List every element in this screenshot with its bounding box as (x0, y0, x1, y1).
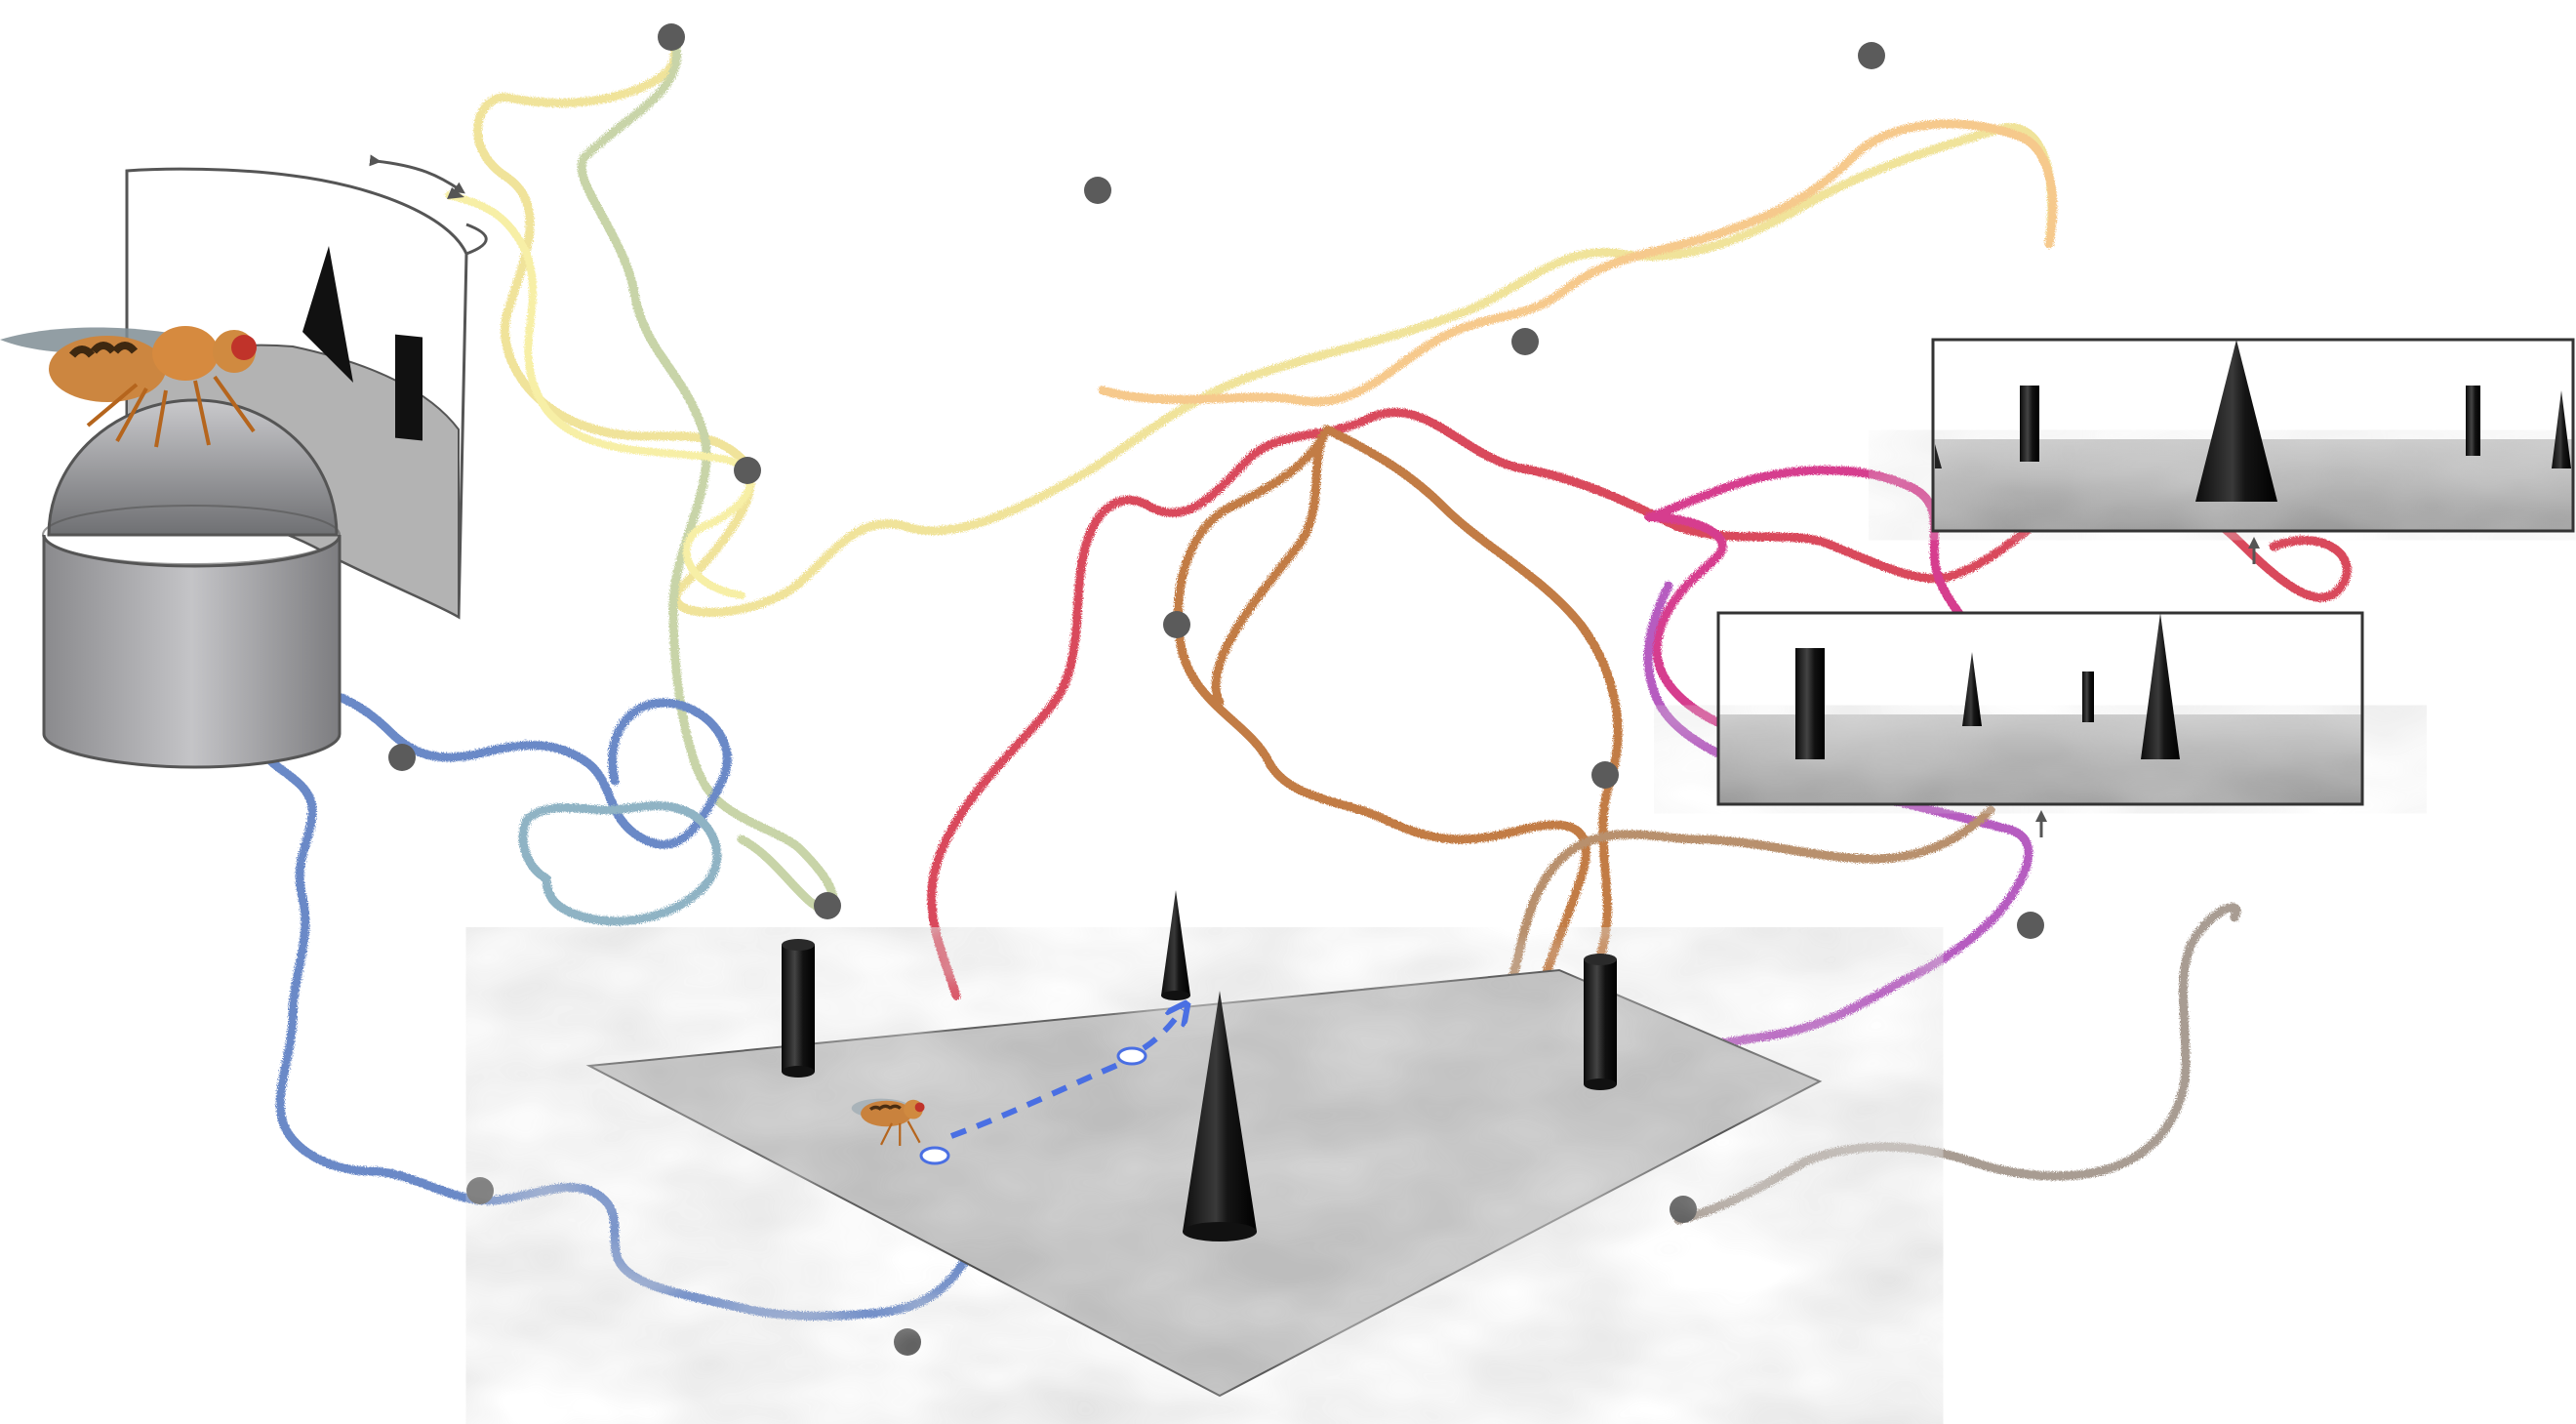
virtual-arena (585, 890, 1823, 1398)
treadmill-base (42, 534, 342, 769)
start-dot (466, 1177, 494, 1204)
vr-setup (0, 154, 488, 769)
start-dot (1670, 1196, 1697, 1223)
cylinder-landmark-icon (1584, 954, 1617, 1090)
fly-view-panel-1 (1931, 338, 2575, 564)
trajectory-blue (255, 685, 971, 1321)
start-dots (388, 23, 2044, 1356)
start-marker-icon (919, 1146, 950, 1165)
cone-landmark-icon (2552, 390, 2571, 468)
cylinder-landmark-icon (2020, 386, 2039, 462)
start-dot (658, 23, 685, 51)
cone-landmark-icon (1962, 652, 1982, 726)
cone-landmark-icon (302, 246, 353, 383)
rotation-arrow-icon (369, 154, 465, 194)
cone-landmark-icon (1161, 890, 1190, 1000)
planned-path-arrow-icon (949, 1009, 1183, 1139)
start-dot (814, 892, 841, 919)
cylinder-landmark-icon (2466, 386, 2480, 456)
start-dot (1858, 42, 1885, 69)
trajectory-brown (1498, 805, 1995, 1020)
cylinder-landmark-icon (2082, 671, 2094, 722)
trajectory-purple (1595, 581, 2033, 1053)
trajectory-yellow (473, 32, 2056, 617)
fly-view-panel-2 (1716, 611, 2364, 837)
fly-icon (851, 1098, 925, 1147)
cylinder-landmark-icon (395, 334, 423, 441)
start-dot (1084, 177, 1111, 204)
cone-landmark-icon (2141, 613, 2180, 759)
start-dot (1591, 761, 1619, 789)
waypoint-marker-icon (1116, 1046, 1147, 1066)
trajectory-teal (518, 801, 722, 926)
trajectory-sage (577, 34, 838, 914)
start-dot (1511, 328, 1539, 355)
trajectory-peach (1098, 119, 2058, 406)
trajectory-copper (1173, 425, 1623, 1039)
cone-landmark-icon (1183, 991, 1257, 1241)
tethered-fly-icon (0, 326, 257, 448)
start-dot (1163, 611, 1190, 638)
cylinder-landmark-icon (782, 939, 815, 1078)
trajectory-lightyellow (445, 191, 754, 599)
start-dot (894, 1328, 921, 1356)
start-dot (2017, 912, 2044, 939)
trajectory-grey (1673, 903, 2241, 1225)
cone-landmark-icon (2195, 340, 2277, 502)
start-dot (734, 457, 761, 484)
start-dot (388, 744, 416, 771)
cylinder-landmark-icon (1795, 648, 1825, 759)
